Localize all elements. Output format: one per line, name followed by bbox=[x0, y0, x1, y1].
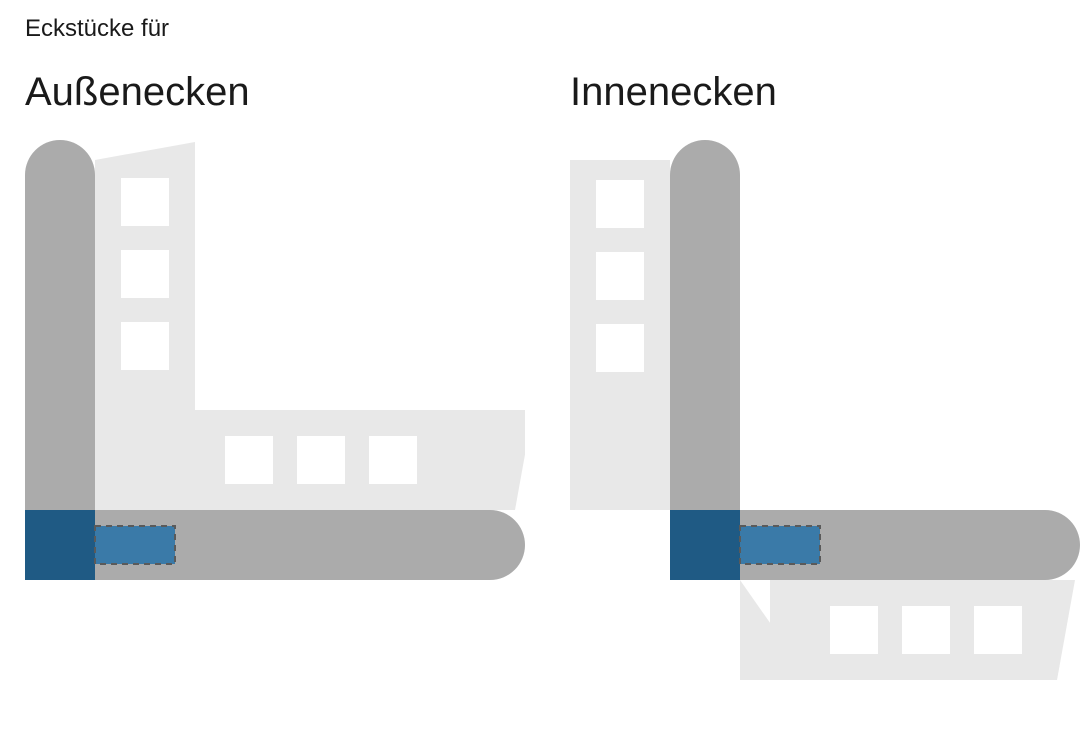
heading-outer-corners: Außenecken bbox=[25, 70, 250, 115]
diagram-subtitle: Eckstücke für bbox=[25, 15, 169, 43]
diagram-inner-corner bbox=[570, 140, 1080, 700]
diagram-outer-corner bbox=[25, 140, 525, 580]
heading-inner-corners: Innenecken bbox=[570, 70, 777, 115]
outer-corner-svg bbox=[25, 140, 525, 580]
inner-corner-svg bbox=[570, 140, 1080, 700]
